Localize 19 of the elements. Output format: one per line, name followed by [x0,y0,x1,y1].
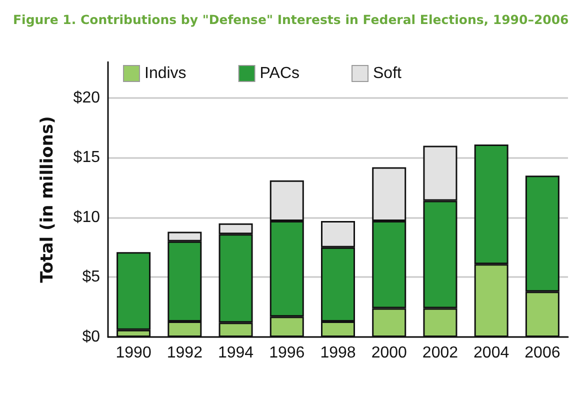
y-tick-label: $15 [73,149,100,166]
x-tick-label: 1992 [166,344,203,362]
legend-label: Indivs [144,65,186,82]
y-tick-label: $10 [73,208,100,226]
x-tick-label: 2002 [422,344,458,362]
x-tick-label: 2000 [371,344,408,362]
x-tick-label: 1990 [116,344,152,362]
chart-title: Figure 1. Contributions by "Defense" Interests in Federal Elections, 1990–2006 [13,12,570,27]
legend-label: PACs [260,65,300,82]
y-tick-label: $5 [82,268,100,286]
y-axis-title: Total (in millions) [38,116,58,283]
x-tick-label: 1996 [269,344,305,362]
x-tick-label: 2006 [524,344,560,362]
x-tick-label: 2004 [474,344,510,362]
x-tick-label: 1998 [320,344,356,362]
y-tick-label: $20 [73,89,100,106]
y-tick-label: $0 [82,328,100,346]
legend-label: Soft [373,65,402,82]
x-tick-label: 1994 [218,344,254,362]
